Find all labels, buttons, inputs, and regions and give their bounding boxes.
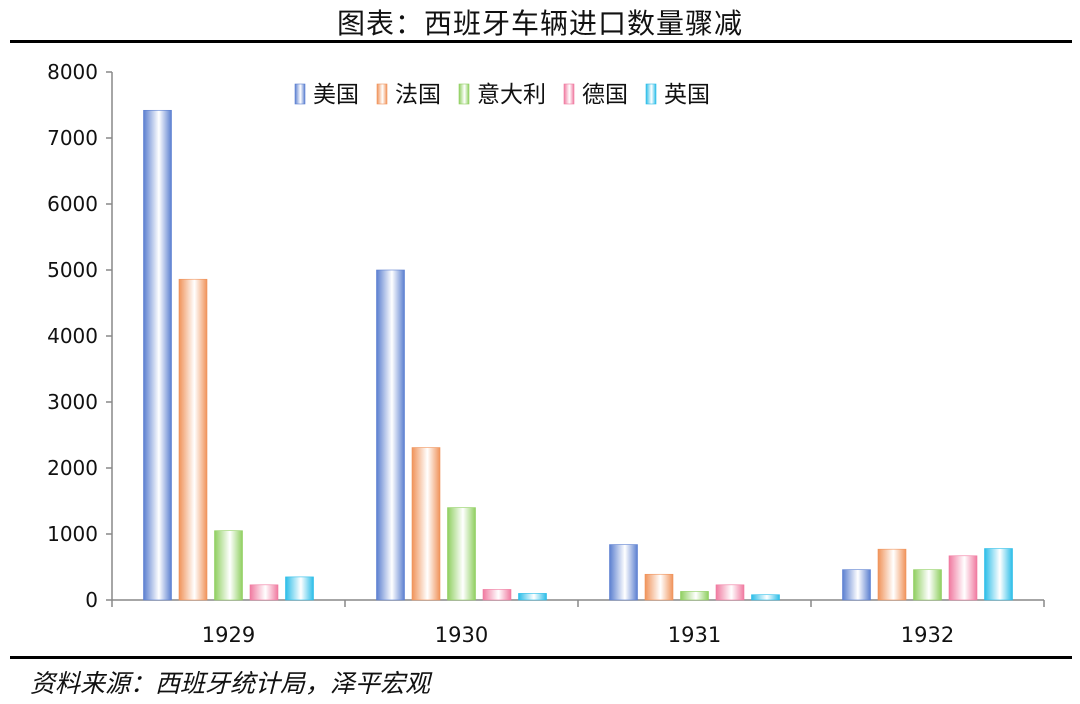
- bar-意大利-1932: [913, 569, 942, 601]
- bar-chart: 0 1000 2000 3000 4000 5000 6000 7000 8000 1929 193…: [47, 60, 1045, 647]
- legend-label: 英国: [664, 82, 710, 108]
- bar-美国-1932: [842, 569, 871, 601]
- bar-美国-1929: [143, 109, 172, 601]
- y-tick-label: 6000: [47, 192, 98, 216]
- x-category-label: 1930: [435, 623, 488, 647]
- x-category-label: 1931: [668, 623, 721, 647]
- y-tick-label: 4000: [47, 324, 98, 348]
- bar-英国-1930: [518, 593, 547, 601]
- chart-legend: 美国 法国 意大利 德国 英国: [294, 82, 710, 108]
- legend-label: 法国: [395, 82, 441, 108]
- y-tick-label: 5000: [47, 258, 98, 282]
- x-category-label: 1932: [901, 623, 954, 647]
- x-category-label: 1929: [202, 623, 255, 647]
- y-tick-label: 8000: [47, 60, 98, 84]
- legend-swatch: [376, 83, 388, 105]
- bar-法国-1931: [644, 573, 674, 601]
- bar-英国-1931: [751, 594, 780, 601]
- top-rule: [10, 40, 1072, 43]
- bar-意大利-1929: [214, 530, 243, 601]
- legend-label: 意大利: [477, 82, 546, 108]
- bar-德国-1932: [948, 555, 978, 601]
- bar-英国-1932: [984, 548, 1013, 601]
- legend-swatch: [458, 83, 470, 105]
- source-note: 资料来源：西班牙统计局，泽平宏观: [30, 669, 431, 698]
- bar-法国-1930: [411, 447, 441, 601]
- legend-swatch: [294, 83, 306, 105]
- bar-德国-1930: [482, 589, 512, 601]
- bar-美国-1931: [609, 544, 638, 601]
- legend-swatch: [563, 83, 575, 105]
- bar-英国-1929: [285, 576, 314, 601]
- y-tick-label: 7000: [47, 126, 98, 150]
- chart-axes: 0 1000 2000 3000 4000 5000 6000 7000 8000 1929 193…: [47, 60, 1045, 647]
- chart-bars: [143, 109, 1013, 601]
- bar-德国-1931: [715, 584, 745, 601]
- bottom-rule: [10, 656, 1072, 659]
- bar-意大利-1931: [680, 591, 709, 601]
- legend-label: 德国: [582, 82, 628, 108]
- bar-意大利-1930: [447, 507, 476, 601]
- bar-法国-1929: [178, 278, 208, 601]
- legend-swatch: [645, 83, 657, 105]
- bar-美国-1930: [376, 269, 405, 601]
- legend-label: 美国: [313, 82, 359, 108]
- y-tick-label: 1000: [47, 522, 98, 546]
- y-tick-label: 3000: [47, 390, 98, 414]
- y-tick-label: 0: [85, 588, 98, 612]
- bar-德国-1929: [249, 584, 279, 601]
- chart-title: 图表：西班牙车辆进口数量骤减: [336, 7, 743, 40]
- y-tick-label: 2000: [47, 456, 98, 480]
- bar-法国-1932: [877, 548, 907, 601]
